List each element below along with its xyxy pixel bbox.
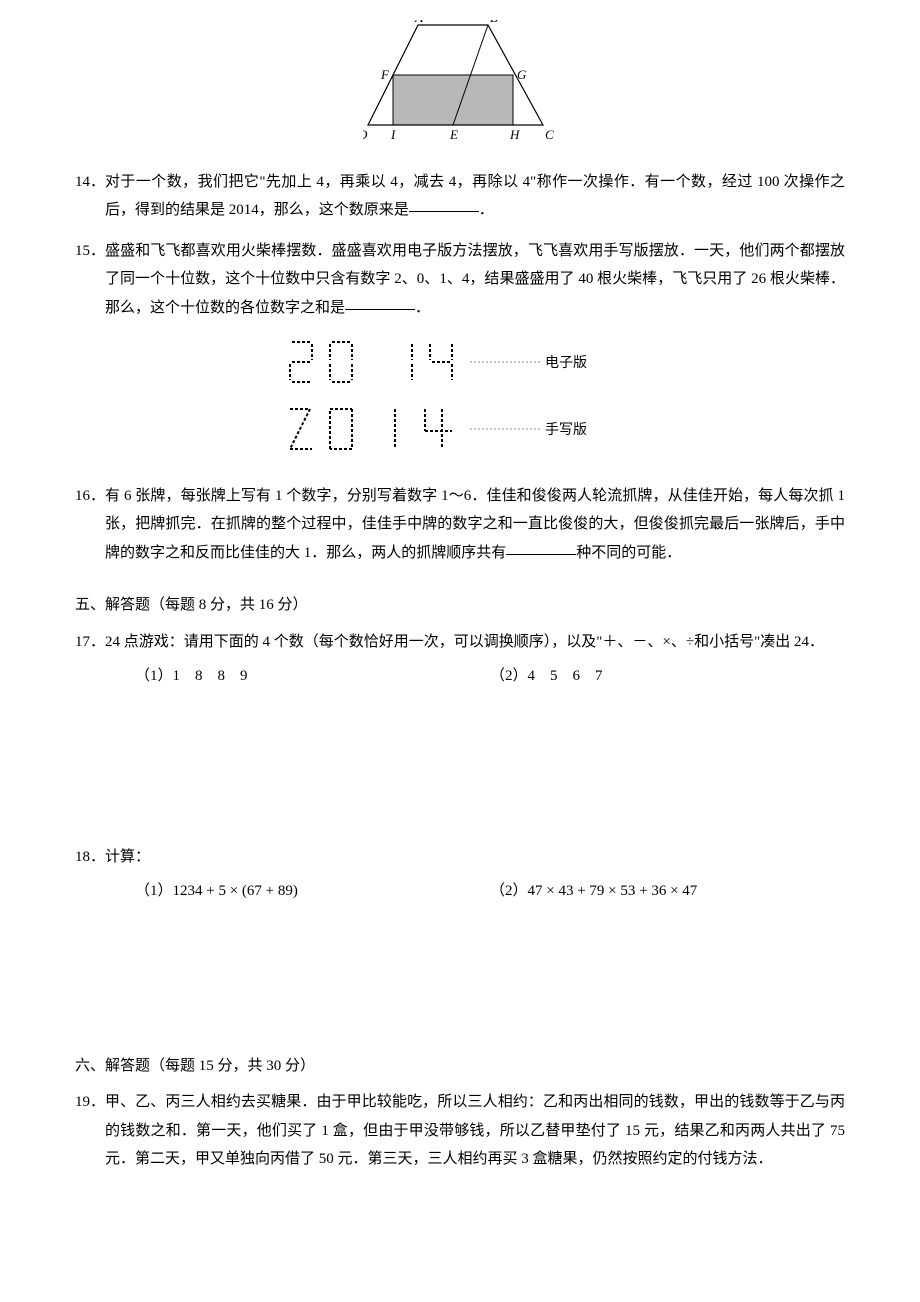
svg-text:A: A bbox=[414, 20, 423, 25]
answer-blank bbox=[506, 554, 576, 555]
problem-number: 17． bbox=[75, 628, 105, 691]
svg-text:F: F bbox=[380, 67, 390, 82]
subparts-row: （1）1234 + 5 × (67 + 89) （2）47 × 43 + 79 … bbox=[105, 877, 845, 906]
problem-tail: ． bbox=[479, 202, 494, 218]
section-5-header: 五、解答题（每题 8 分，共 16 分） bbox=[75, 591, 845, 620]
subpart-1: （1）1 8 8 9 bbox=[105, 662, 490, 691]
problem-17: 17． 24 点游戏：请用下面的 4 个数（每个数恰好用一次，可以调换顺序），以… bbox=[75, 628, 845, 691]
trapezoid-svg: A B C D E F G H I bbox=[363, 20, 558, 145]
figure-trapezoid: A B C D E F G H I bbox=[75, 20, 845, 156]
problem-text: 有 6 张牌，每张牌上写有 1 个数字，分别写着数字 1～6．佳佳和俊俊两人轮流… bbox=[105, 488, 845, 561]
problem-body: 对于一个数，我们把它"先加上 4，再乘以 4，减去 4，再除以 4"称作一次操作… bbox=[105, 168, 845, 225]
problem-number: 16． bbox=[75, 482, 105, 568]
problem-text: 盛盛和飞飞都喜欢用火柴棒摆数．盛盛喜欢用电子版方法摆放，飞飞喜欢用手写版摆放．一… bbox=[105, 243, 845, 316]
problem-15: 15． 盛盛和飞飞都喜欢用火柴棒摆数．盛盛喜欢用电子版方法摆放，飞飞喜欢用手写版… bbox=[75, 237, 845, 323]
answer-space bbox=[75, 918, 845, 1028]
problem-text: 甲、乙、丙三人相约去买糖果．由于甲比较能吃，所以三人相约：乙和丙出相同的钱数，甲… bbox=[105, 1094, 845, 1167]
subparts-row: （1）1 8 8 9 （2）4 5 6 7 bbox=[105, 662, 845, 691]
problem-18: 18． 计算： （1）1234 + 5 × (67 + 89) （2）47 × … bbox=[75, 843, 845, 906]
svg-text:E: E bbox=[449, 127, 458, 142]
problem-number: 18． bbox=[75, 843, 105, 906]
figure-matchsticks: 电子版手写版 bbox=[75, 334, 845, 470]
problem-body: 甲、乙、丙三人相约去买糖果．由于甲比较能吃，所以三人相约：乙和丙出相同的钱数，甲… bbox=[105, 1088, 845, 1174]
matchstick-svg: 电子版手写版 bbox=[260, 334, 660, 459]
subpart-1: （1）1234 + 5 × (67 + 89) bbox=[105, 877, 490, 906]
problem-tail: 种不同的可能． bbox=[576, 545, 681, 561]
problem-body: 计算： （1）1234 + 5 × (67 + 89) （2）47 × 43 +… bbox=[105, 843, 845, 906]
svg-text:手写版: 手写版 bbox=[545, 422, 587, 438]
answer-blank bbox=[409, 211, 479, 212]
svg-text:D: D bbox=[363, 127, 368, 142]
problem-text: 24 点游戏：请用下面的 4 个数（每个数恰好用一次，可以调换顺序），以及"＋、… bbox=[105, 634, 824, 650]
problem-number: 14． bbox=[75, 168, 105, 225]
svg-text:G: G bbox=[517, 67, 527, 82]
svg-text:H: H bbox=[509, 127, 520, 142]
problem-14: 14． 对于一个数，我们把它"先加上 4，再乘以 4，减去 4，再除以 4"称作… bbox=[75, 168, 845, 225]
answer-space bbox=[75, 703, 845, 843]
subpart-2: （2）4 5 6 7 bbox=[490, 662, 845, 691]
problem-body: 盛盛和飞飞都喜欢用火柴棒摆数．盛盛喜欢用电子版方法摆放，飞飞喜欢用手写版摆放．一… bbox=[105, 237, 845, 323]
subpart-2: （2）47 × 43 + 79 × 53 + 36 × 47 bbox=[490, 877, 845, 906]
svg-text:B: B bbox=[490, 20, 498, 25]
problem-number: 19． bbox=[75, 1088, 105, 1174]
svg-text:C: C bbox=[545, 127, 554, 142]
problem-number: 15． bbox=[75, 237, 105, 323]
problem-body: 有 6 张牌，每张牌上写有 1 个数字，分别写着数字 1～6．佳佳和俊俊两人轮流… bbox=[105, 482, 845, 568]
problem-16: 16． 有 6 张牌，每张牌上写有 1 个数字，分别写着数字 1～6．佳佳和俊俊… bbox=[75, 482, 845, 568]
problem-body: 24 点游戏：请用下面的 4 个数（每个数恰好用一次，可以调换顺序），以及"＋、… bbox=[105, 628, 845, 691]
problem-19: 19． 甲、乙、丙三人相约去买糖果．由于甲比较能吃，所以三人相约：乙和丙出相同的… bbox=[75, 1088, 845, 1174]
problem-text: 计算： bbox=[105, 849, 150, 865]
problem-tail: ． bbox=[415, 300, 430, 316]
answer-blank bbox=[345, 309, 415, 310]
section-6-header: 六、解答题（每题 15 分，共 30 分） bbox=[75, 1052, 845, 1081]
svg-text:I: I bbox=[390, 127, 396, 142]
svg-text:电子版: 电子版 bbox=[545, 355, 587, 371]
